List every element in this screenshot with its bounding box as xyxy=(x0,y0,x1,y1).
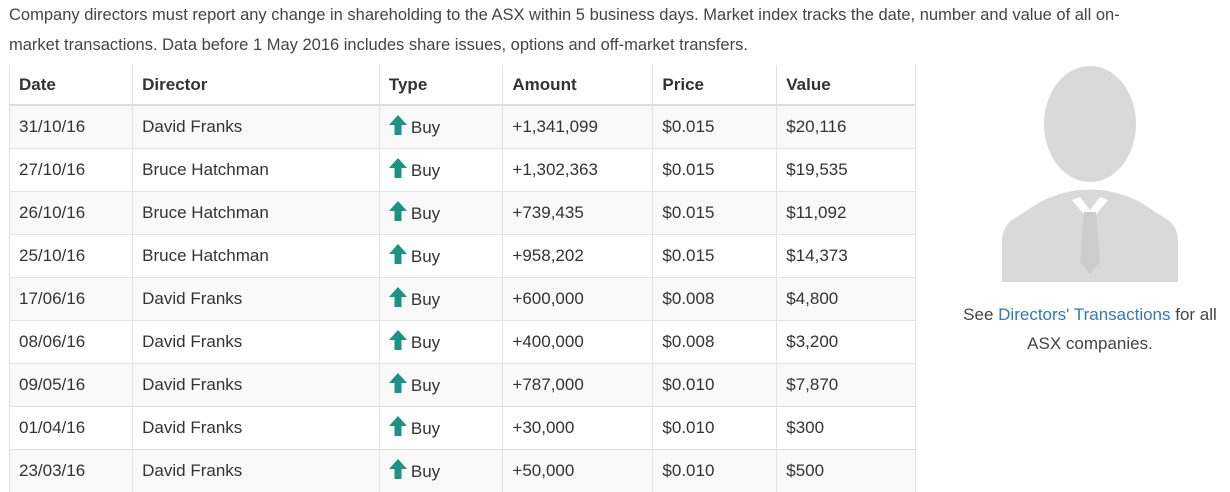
table-body: 31/10/16 David Franks Buy +1,341,099 $0.… xyxy=(10,105,916,492)
director-transactions-table: Date Director Type Amount Price Value 31… xyxy=(9,65,916,492)
arrow-up-icon xyxy=(389,287,407,312)
caption-prefix: See xyxy=(963,305,998,324)
cell-director: Bruce Hatchman xyxy=(133,235,380,278)
intro-line-1: Company directors must report any change… xyxy=(9,0,1209,30)
cell-type: Buy xyxy=(379,235,503,278)
cell-amount: +739,435 xyxy=(503,192,653,235)
table-row: 31/10/16 David Franks Buy +1,341,099 $0.… xyxy=(10,105,916,149)
cell-date: 01/04/16 xyxy=(10,407,133,450)
table-row: 27/10/16 Bruce Hatchman Buy +1,302,363 $… xyxy=(10,149,916,192)
cell-type: Buy xyxy=(379,149,503,192)
cell-type: Buy xyxy=(379,364,503,407)
table-row: 26/10/16 Bruce Hatchman Buy +739,435 $0.… xyxy=(10,192,916,235)
cell-value: $14,373 xyxy=(777,235,916,278)
header-value: Value xyxy=(777,65,916,105)
cell-type: Buy xyxy=(379,278,503,321)
cell-type: Buy xyxy=(379,407,503,450)
arrow-up-icon xyxy=(389,115,407,140)
header-price: Price xyxy=(653,65,777,105)
table-row: 09/05/16 David Franks Buy +787,000 $0.01… xyxy=(10,364,916,407)
header-amount: Amount xyxy=(503,65,653,105)
header-type: Type xyxy=(379,65,503,105)
cell-date: 23/03/16 xyxy=(10,450,133,492)
arrow-up-icon xyxy=(389,373,407,398)
arrow-up-icon xyxy=(389,158,407,183)
cell-type: Buy xyxy=(379,192,503,235)
directors-transactions-link[interactable]: Directors' Transactions xyxy=(998,305,1170,324)
cell-value: $300 xyxy=(777,407,916,450)
cell-type-label: Buy xyxy=(411,247,440,266)
cell-amount: +50,000 xyxy=(503,450,653,492)
cell-value: $3,200 xyxy=(777,321,916,364)
cell-value: $11,092 xyxy=(777,192,916,235)
arrow-up-icon xyxy=(389,244,407,269)
arrow-up-icon xyxy=(389,330,407,355)
cell-price: $0.008 xyxy=(653,278,777,321)
cell-date: 31/10/16 xyxy=(10,105,133,149)
cell-type: Buy xyxy=(379,450,503,492)
cell-amount: +1,302,363 xyxy=(503,149,653,192)
table-header-row: Date Director Type Amount Price Value xyxy=(10,65,916,105)
cell-type-label: Buy xyxy=(411,419,440,438)
cell-price: $0.010 xyxy=(653,364,777,407)
cell-type-label: Buy xyxy=(411,204,440,223)
cell-amount: +400,000 xyxy=(503,321,653,364)
cell-price: $0.015 xyxy=(653,105,777,149)
cell-type-label: Buy xyxy=(411,333,440,352)
cell-amount: +787,000 xyxy=(503,364,653,407)
cell-date: 26/10/16 xyxy=(10,192,133,235)
cell-director: Bruce Hatchman xyxy=(133,192,380,235)
cell-amount: +600,000 xyxy=(503,278,653,321)
cell-type: Buy xyxy=(379,105,503,149)
cell-director: David Franks xyxy=(133,407,380,450)
cell-value: $7,870 xyxy=(777,364,916,407)
cell-price: $0.010 xyxy=(653,407,777,450)
cell-director: David Franks xyxy=(133,105,380,149)
cell-type-label: Buy xyxy=(411,161,440,180)
cell-type-label: Buy xyxy=(411,376,440,395)
directors-caption: See Directors' Transactions for all ASX … xyxy=(950,300,1230,358)
cell-price: $0.015 xyxy=(653,235,777,278)
cell-type: Buy xyxy=(379,321,503,364)
table-row: 23/03/16 David Franks Buy +50,000 $0.010… xyxy=(10,450,916,492)
arrow-up-icon xyxy=(389,459,407,484)
intro-text: Company directors must report any change… xyxy=(9,0,1209,60)
cell-value: $19,535 xyxy=(777,149,916,192)
cell-director: David Franks xyxy=(133,364,380,407)
cell-type-label: Buy xyxy=(411,290,440,309)
cell-amount: +958,202 xyxy=(503,235,653,278)
arrow-up-icon xyxy=(389,416,407,441)
cell-director: David Franks xyxy=(133,278,380,321)
cell-type-label: Buy xyxy=(411,462,440,481)
cell-price: $0.010 xyxy=(653,450,777,492)
businessman-silhouette-icon xyxy=(1000,62,1180,282)
cell-type-label: Buy xyxy=(411,118,440,137)
cell-date: 17/06/16 xyxy=(10,278,133,321)
header-date: Date xyxy=(10,65,133,105)
cell-date: 08/06/16 xyxy=(10,321,133,364)
cell-amount: +30,000 xyxy=(503,407,653,450)
cell-amount: +1,341,099 xyxy=(503,105,653,149)
cell-price: $0.015 xyxy=(653,149,777,192)
table-row: 25/10/16 Bruce Hatchman Buy +958,202 $0.… xyxy=(10,235,916,278)
cell-value: $4,800 xyxy=(777,278,916,321)
cell-date: 09/05/16 xyxy=(10,364,133,407)
cell-value: $20,116 xyxy=(777,105,916,149)
cell-director: David Franks xyxy=(133,321,380,364)
arrow-up-icon xyxy=(389,201,407,226)
cell-date: 25/10/16 xyxy=(10,235,133,278)
directors-aside: See Directors' Transactions for all ASX … xyxy=(950,62,1230,358)
cell-director: David Franks xyxy=(133,450,380,492)
table-row: 08/06/16 David Franks Buy +400,000 $0.00… xyxy=(10,321,916,364)
cell-date: 27/10/16 xyxy=(10,149,133,192)
header-director: Director xyxy=(133,65,380,105)
cell-value: $500 xyxy=(777,450,916,492)
cell-director: Bruce Hatchman xyxy=(133,149,380,192)
table-row: 01/04/16 David Franks Buy +30,000 $0.010… xyxy=(10,407,916,450)
cell-price: $0.008 xyxy=(653,321,777,364)
cell-price: $0.015 xyxy=(653,192,777,235)
intro-line-2: market transactions. Data before 1 May 2… xyxy=(9,30,1209,60)
table-row: 17/06/16 David Franks Buy +600,000 $0.00… xyxy=(10,278,916,321)
